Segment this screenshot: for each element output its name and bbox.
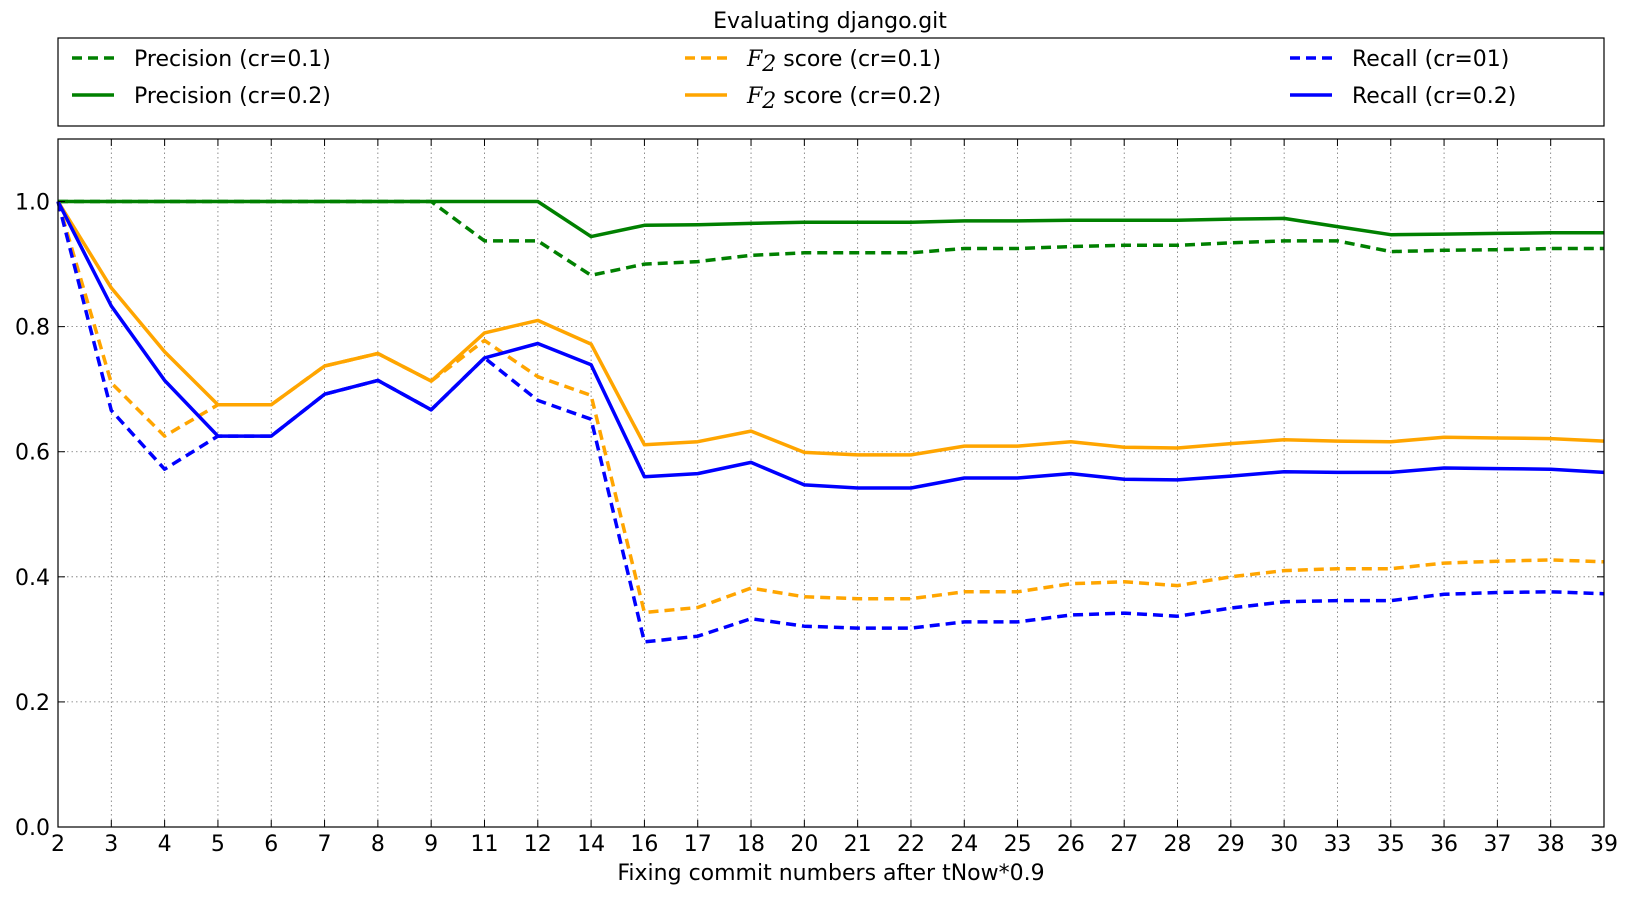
x-tick-label: 4: [158, 832, 172, 857]
x-tick-label: 8: [371, 832, 385, 857]
x-tick-label: 28: [1164, 832, 1192, 857]
x-tick-label: 5: [211, 832, 225, 857]
x-tick-label: 11: [470, 832, 498, 857]
y-tick-label: 0.6: [15, 441, 50, 466]
x-axis-label: Fixing commit numbers after tNow*0.9: [617, 861, 1044, 886]
x-tick-label: 37: [1483, 832, 1511, 857]
x-tick-label: 17: [684, 832, 712, 857]
y-tick-label: 0.4: [15, 566, 50, 591]
x-tick-label: 3: [104, 832, 118, 857]
y-tick-label: 0.2: [15, 691, 50, 716]
x-tick-label: 7: [318, 832, 332, 857]
x-tick-label: 21: [844, 832, 872, 857]
x-tick-label: 16: [630, 832, 658, 857]
x-tick-label: 25: [1004, 832, 1032, 857]
legend-label: F2 score (cr=0.2): [746, 84, 941, 114]
x-tick-label: 33: [1323, 832, 1351, 857]
grid-lines: [58, 139, 1604, 827]
x-tick-label: 36: [1430, 832, 1458, 857]
x-tick-label: 24: [950, 832, 978, 857]
legend-label: Precision (cr=0.2): [134, 84, 331, 109]
series-layer: [56, 199, 1605, 644]
series-line-2: [56, 201, 1605, 615]
legend-box: [57, 37, 1605, 127]
x-tick-label: 2: [51, 832, 65, 857]
series-line-1: [58, 199, 1604, 239]
x-tick-label: 35: [1377, 832, 1405, 857]
y-tick-label: 1.0: [15, 191, 50, 216]
x-tick-label: 38: [1537, 832, 1565, 857]
x-tick-label: 18: [737, 832, 765, 857]
x-tick-labels: 2 3 4 5 6 7 8 9 11 12 14 16 17 18 20 21 22 24 25 26 27 28 29 30…: [51, 832, 1618, 857]
y-tick-label: 0.0: [15, 816, 50, 841]
chart-title: Evaluating django.git: [713, 9, 947, 34]
plot-frame: [57, 138, 1605, 828]
legend-label: Recall (cr=01): [1352, 47, 1509, 72]
x-tick-label: 9: [424, 832, 438, 857]
legend: Precision (cr=0.1) Precision (cr=0.2) F2 s…: [72, 47, 1516, 114]
legend-label: F2 score (cr=0.1): [746, 47, 941, 77]
x-tick-label: 39: [1590, 832, 1618, 857]
x-tick-label: 30: [1270, 832, 1298, 857]
axis-ticks: [57, 139, 1605, 828]
x-tick-label: 12: [524, 832, 552, 857]
x-tick-label: 20: [790, 832, 818, 857]
legend-label: Recall (cr=0.2): [1352, 84, 1516, 109]
x-tick-label: 22: [897, 832, 925, 857]
series-line-0: [58, 199, 1604, 278]
x-tick-label: 29: [1217, 832, 1245, 857]
x-tick-label: 14: [577, 832, 605, 857]
x-tick-label: 27: [1110, 832, 1138, 857]
series-line-5: [56, 200, 1605, 490]
y-tick-labels: 0.0 0.2 0.4 0.6 0.8 1.0: [15, 191, 50, 841]
y-tick-label: 0.8: [15, 316, 50, 341]
x-tick-label: 6: [264, 832, 278, 857]
series-line-3: [56, 200, 1605, 457]
x-tick-label: 26: [1057, 832, 1085, 857]
legend-label: Precision (cr=0.1): [134, 47, 331, 72]
